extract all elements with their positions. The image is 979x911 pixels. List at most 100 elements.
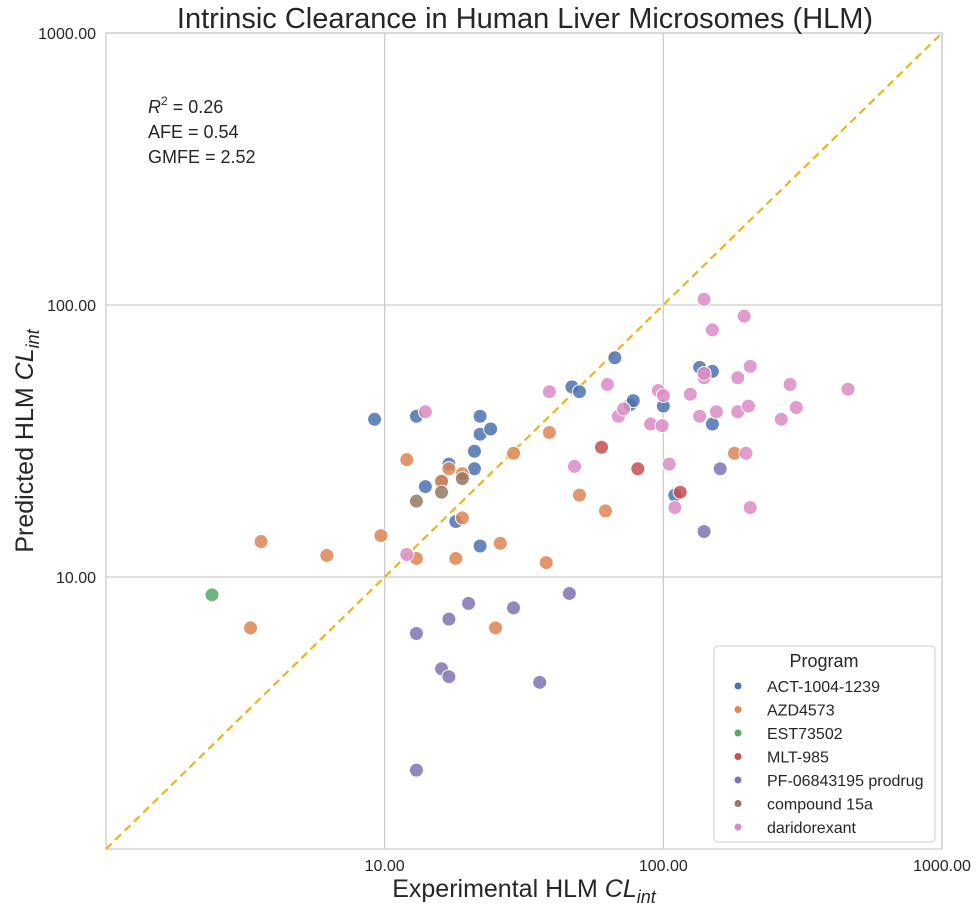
- data-point: [204, 587, 220, 603]
- data-point: [541, 424, 557, 440]
- x-axis-label: Experimental HLM CLint: [392, 875, 657, 907]
- chart-title: Intrinsic Clearance in Human Liver Micro…: [177, 3, 873, 35]
- data-point: [692, 408, 708, 424]
- legend-marker: [734, 776, 742, 784]
- data-point: [630, 461, 646, 477]
- data-point: [682, 386, 698, 402]
- data-point: [704, 322, 720, 338]
- data-point: [441, 611, 457, 627]
- data-point: [408, 762, 424, 778]
- data-point: [408, 493, 424, 509]
- data-point: [472, 538, 488, 554]
- data-point: [399, 546, 415, 562]
- x-tick-labels: 10.00 100.00 1000.00: [365, 858, 971, 875]
- data-point: [773, 411, 789, 427]
- legend-items: ACT-1004-1239 AZD4573 EST73502 MLT-985 PF-06…: [734, 679, 924, 837]
- legend-label: MLT-985: [767, 750, 829, 767]
- data-point: [742, 500, 758, 516]
- data-point: [488, 620, 504, 636]
- data-point: [319, 547, 335, 563]
- legend: Program ACT-1004-1239 AZD4573 EST73502 MLT-…: [713, 645, 936, 843]
- y-tick-label: 1000.00: [38, 26, 96, 43]
- legend-label: PF-06843195 prodrug: [767, 773, 924, 790]
- data-point: [654, 418, 670, 434]
- legend-label: compound 15a: [767, 797, 873, 814]
- data-point: [399, 452, 415, 468]
- data-point: [782, 377, 798, 393]
- gmfe-stat: GMFE = 2.52: [148, 147, 256, 167]
- data-point: [607, 350, 623, 366]
- x-tick-label: 1000.00: [913, 858, 971, 875]
- legend-marker: [734, 823, 742, 831]
- data-point: [696, 523, 712, 539]
- data-points: [204, 291, 856, 778]
- data-point: [655, 387, 671, 403]
- legend-box: [713, 645, 936, 843]
- data-point: [672, 484, 688, 500]
- data-point: [492, 535, 508, 551]
- data-point: [461, 595, 477, 611]
- legend-marker: [734, 800, 742, 807]
- data-point: [708, 404, 724, 420]
- data-point: [571, 487, 587, 503]
- data-point: [466, 443, 482, 459]
- data-point: [696, 291, 712, 307]
- x-tick-label: 10.00: [365, 858, 405, 875]
- y-tick-labels: 10.00 100.00 1000.00: [38, 26, 96, 587]
- data-point: [541, 384, 557, 400]
- data-point: [454, 510, 470, 526]
- data-point: [417, 479, 433, 495]
- legend-label: AZD4573: [767, 703, 835, 720]
- data-point: [408, 625, 424, 641]
- data-point: [742, 358, 758, 374]
- data-point: [434, 484, 450, 500]
- data-point: [740, 398, 756, 414]
- x-tick-label: 100.00: [639, 858, 688, 875]
- legend-marker: [734, 682, 742, 690]
- data-point: [506, 600, 522, 616]
- data-point: [561, 585, 577, 601]
- data-point: [532, 674, 548, 690]
- legend-marker: [734, 753, 742, 760]
- data-point: [597, 503, 613, 519]
- data-point: [571, 384, 587, 400]
- legend-label: ACT-1004-1239: [767, 679, 880, 696]
- data-point: [538, 555, 554, 571]
- data-point: [253, 534, 269, 550]
- legend-label: EST73502: [767, 726, 843, 743]
- grid-lines: [106, 32, 943, 849]
- data-point: [594, 439, 610, 455]
- data-point: [625, 393, 641, 409]
- r2-stat: R2 = 0.26: [148, 94, 223, 117]
- data-point: [483, 421, 499, 437]
- afe-stat: AFE = 0.54: [148, 122, 239, 142]
- y-axis-label: Predicted HLM CLint: [11, 328, 43, 552]
- data-point: [599, 377, 615, 393]
- data-point: [696, 365, 712, 381]
- data-point: [730, 370, 746, 386]
- data-point: [667, 500, 683, 516]
- y-tick-label: 10.00: [56, 570, 96, 587]
- data-point: [373, 528, 389, 544]
- data-point: [661, 456, 677, 472]
- data-point: [788, 399, 804, 415]
- data-point: [454, 471, 470, 487]
- data-point: [840, 381, 856, 397]
- legend-marker: [734, 729, 742, 737]
- data-point: [417, 404, 433, 420]
- data-point: [441, 669, 457, 685]
- data-point: [441, 461, 457, 477]
- data-point: [712, 461, 728, 477]
- data-point: [506, 445, 522, 461]
- data-point: [472, 408, 488, 424]
- data-point: [736, 308, 752, 324]
- data-point: [738, 445, 754, 461]
- data-point: [567, 458, 583, 474]
- legend-label: daridorexant: [767, 820, 857, 837]
- data-point: [367, 411, 383, 427]
- data-point: [242, 620, 258, 636]
- y-tick-label: 100.00: [47, 298, 96, 315]
- data-point: [616, 401, 632, 417]
- legend-marker: [734, 706, 742, 713]
